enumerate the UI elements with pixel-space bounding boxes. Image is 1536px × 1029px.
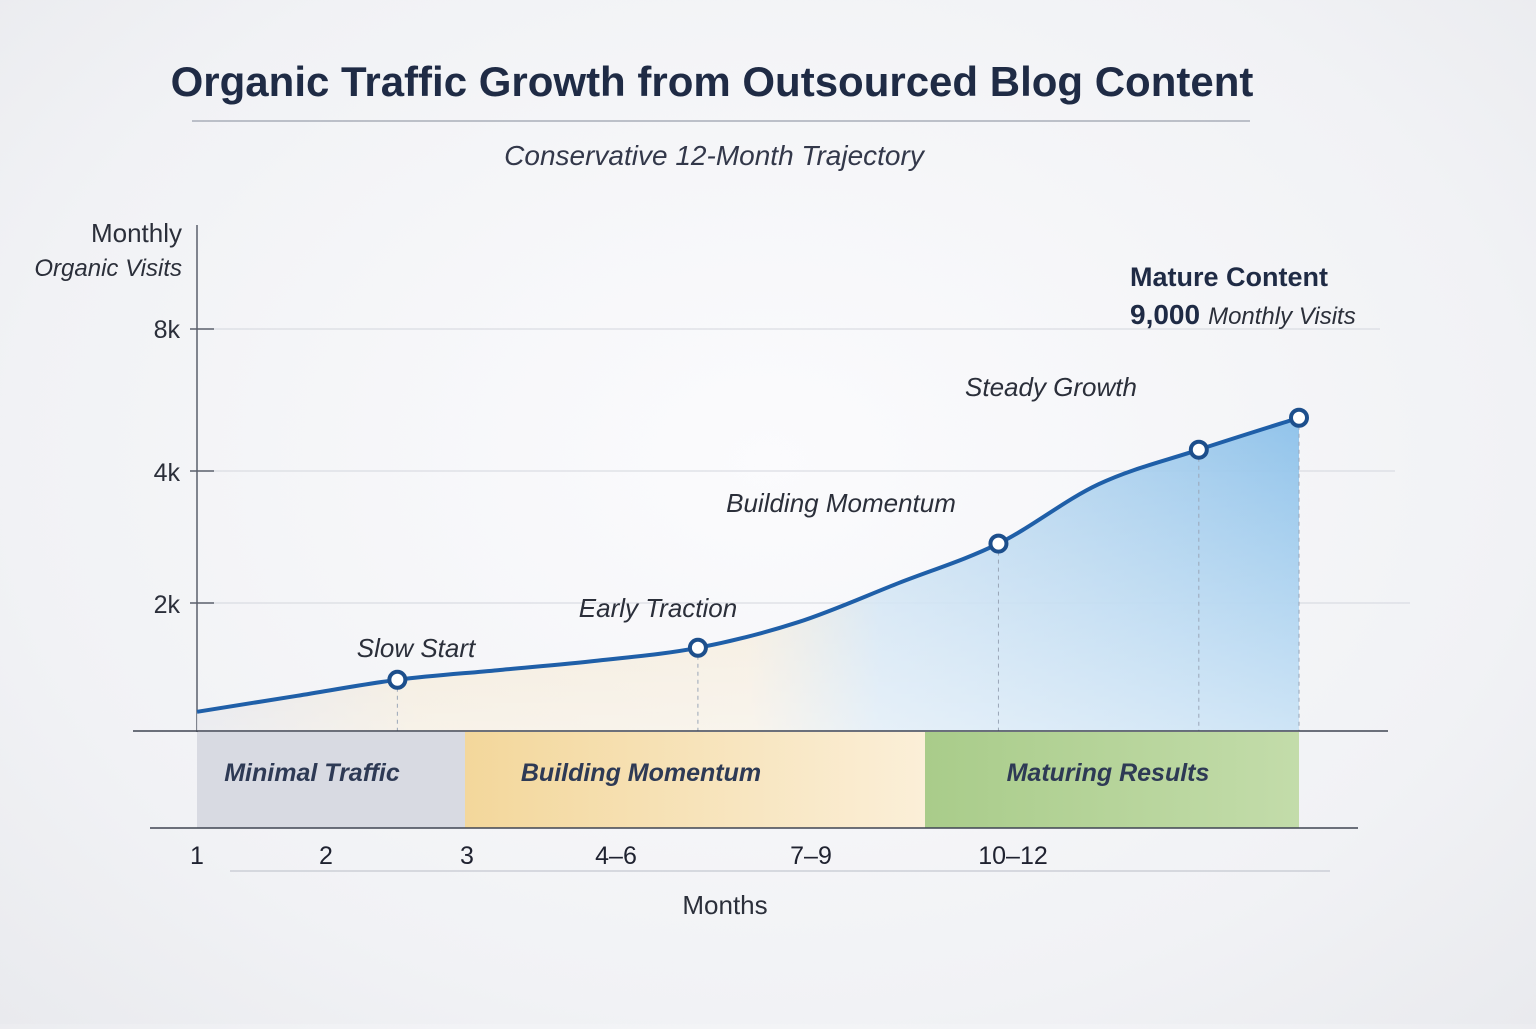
x-tick-label: 2 <box>319 842 333 870</box>
milestone-point <box>687 637 708 658</box>
chart-title: Organic Traffic Growth from Outsourced B… <box>171 58 1254 105</box>
y-tick-label: 8k <box>154 316 181 344</box>
x-tick-label: 1 <box>190 842 204 870</box>
y-ticks: 8k 4k 2k <box>154 316 214 619</box>
milestone-label: Steady Growth <box>965 372 1137 402</box>
milestone-point <box>387 669 408 690</box>
milestone-annotations: Slow Start Early Traction Building Momen… <box>357 262 1356 663</box>
milestone-points <box>387 407 1309 690</box>
phase-label: Building Momentum <box>521 759 761 787</box>
x-tick-label: 7–9 <box>790 842 832 870</box>
phase-band-maturing <box>925 732 1299 828</box>
y-tick-label: 4k <box>154 459 181 487</box>
milestone-label: Building Momentum <box>726 488 956 518</box>
x-axis-label: Months <box>682 890 767 920</box>
milestone-label: Slow Start <box>357 633 477 663</box>
y-axis-label: Monthly <box>91 218 182 248</box>
x-ticks: 1 2 3 4–6 7–9 10–12 <box>190 842 1048 870</box>
final-callout: 9,000 Monthly Visits <box>1130 299 1356 330</box>
phase-band-building <box>465 732 925 828</box>
y-axis-sublabel: Organic Visits <box>34 255 182 282</box>
phase-label: Maturing Results <box>1007 759 1210 787</box>
milestone-label: Early Traction <box>579 593 737 623</box>
milestone-point <box>988 533 1009 554</box>
y-tick-label: 2k <box>154 591 181 619</box>
phase-label: Minimal Traffic <box>224 759 400 787</box>
final-callout-unit: Monthly Visits <box>1208 303 1356 330</box>
x-tick-label: 3 <box>460 842 474 870</box>
traffic-line <box>196 415 1300 714</box>
chart-subtitle: Conservative 12-Month Trajectory <box>504 140 926 171</box>
milestone-label: Mature Content <box>1130 262 1328 292</box>
milestone-point <box>1188 439 1209 460</box>
phase-bands: Minimal Traffic Building Momentum Maturi… <box>197 732 1299 828</box>
traffic-area-fade <box>197 417 1299 731</box>
x-tick-label: 10–12 <box>978 842 1048 870</box>
final-callout-number: 9,000 <box>1130 299 1200 330</box>
milestone-point <box>1289 407 1309 428</box>
x-tick-label: 4–6 <box>595 842 637 870</box>
phase-band-minimal <box>197 732 465 828</box>
